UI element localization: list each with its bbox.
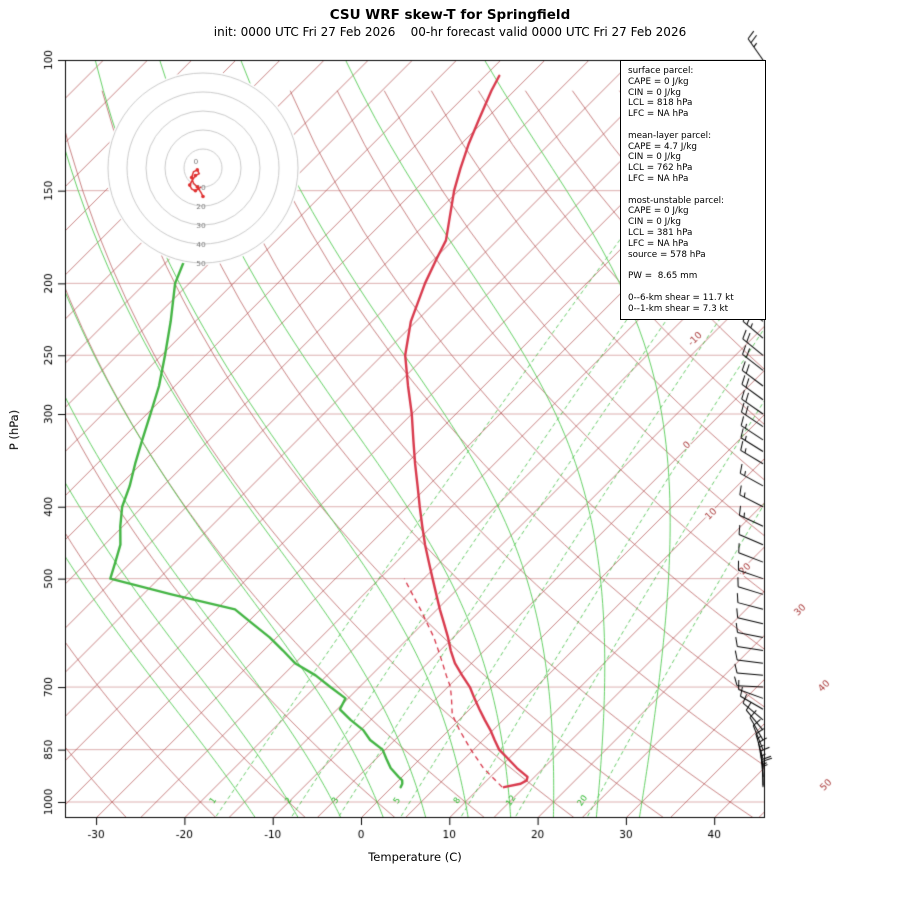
info-line: LFC = NA hPa [628,173,689,184]
info-line: 0--6-km shear = 11.7 kt [628,292,734,303]
info-line: mean-layer parcel: [628,130,712,141]
chart-subtitle: init: 0000 UTC Fri 27 Feb 2026 00-hr for… [213,25,687,39]
parcel-info-box: surface parcel: CAPE = 0 J/kg CIN = 0 J/kg… [620,60,766,321]
info-line: CAPE = 0 J/kg [628,206,689,217]
info-line: most-unstable parcel: [628,195,725,206]
info-line [628,282,761,293]
info-line: CIN = 0 J/kg [628,217,681,228]
info-line: LCL = 818 hPa [628,98,693,109]
info-line [628,120,761,131]
info-line: CIN = 0 J/kg [628,87,681,98]
info-line: LCL = 762 hPa [628,163,693,174]
info-line: LFC = NA hPa [628,238,689,249]
info-line: PW = 8.65 mm [628,271,698,282]
info-line [628,185,761,196]
info-line: 0--1-km shear = 7.3 kt [628,303,729,314]
info-line: CAPE = 4.7 J/kg [628,141,698,152]
chart-title: CSU WRF skew-T for Springfield [329,7,571,23]
info-line: LCL = 381 hPa [628,227,693,238]
y-axis-label: P (hPa) [7,409,21,451]
info-line: surface parcel: [628,66,694,76]
info-line: LFC = NA hPa [628,109,689,120]
info-line: CAPE = 0 J/kg [628,76,689,87]
info-line: source = 578 hPa [628,249,706,260]
info-line [628,260,761,271]
info-line: CIN = 0 J/kg [628,152,681,163]
x-axis-label: Temperature (C) [368,850,462,864]
